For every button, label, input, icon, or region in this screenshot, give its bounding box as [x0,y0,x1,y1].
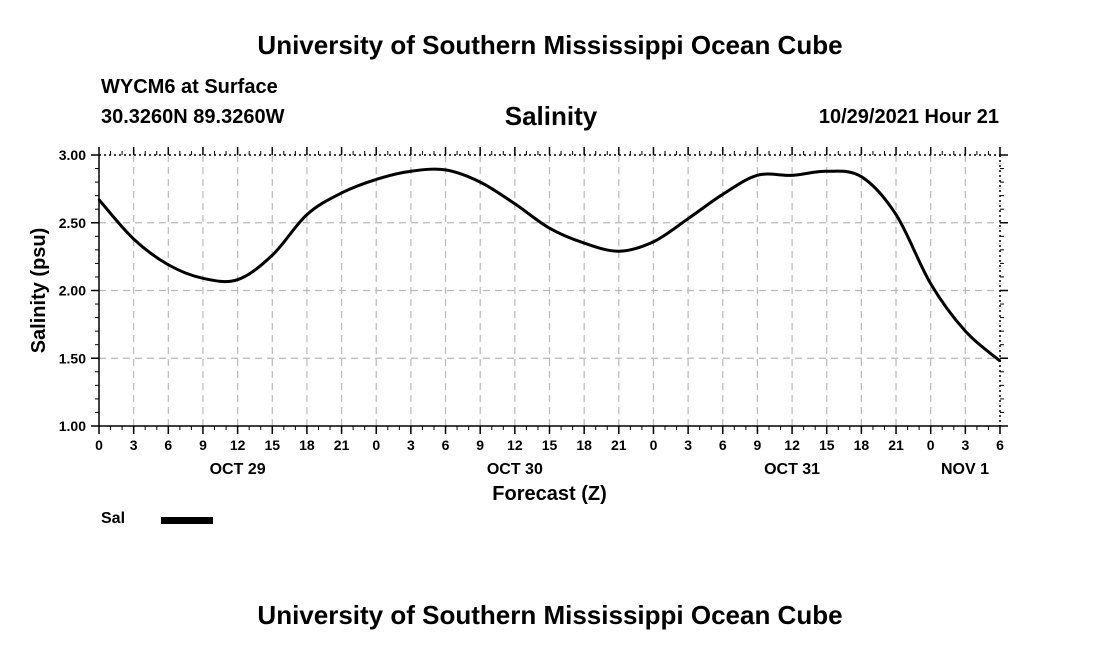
x-tick-label: 0 [372,437,380,453]
data-point [236,278,239,281]
data-point [201,277,205,280]
coordinates-label: 30.3260N 89.3260W [101,106,285,128]
y-tick-label: 2.00 [59,283,86,299]
data-point [478,180,482,184]
x-tick-label: 15 [264,437,280,453]
data-point [825,170,828,173]
axes [91,147,1008,434]
data-point [305,213,309,216]
footer-title: University of Southern Mississippi Ocean… [257,600,843,630]
data-point [860,175,863,178]
data-point [582,241,586,245]
x-tick-label: 15 [819,437,835,453]
x-tick-label: 12 [507,437,523,453]
x-tick-label: 6 [164,437,172,453]
x-tick-label: 15 [542,437,558,453]
x-tick-label: 21 [888,437,904,453]
x-tick-label: 18 [299,437,315,453]
x-tick-label: 0 [95,437,103,453]
x-tick-label: 3 [407,437,415,453]
x-tick-label: 9 [199,437,207,453]
date-label: NOV 1 [941,461,989,478]
data-point [132,237,135,241]
x-tick-label: 6 [442,437,450,453]
x-tick-label: 12 [784,437,800,453]
series-layer [97,167,1002,363]
legend-label: Sal [101,510,126,527]
x-tick-label: 18 [854,437,870,453]
data-point [513,202,517,205]
data-point [929,282,932,285]
date-label: OCT 31 [764,461,820,478]
data-point [271,254,274,257]
data-point [375,178,378,181]
data-point [97,198,101,201]
date-label: OCT 30 [487,461,543,478]
y-tick-label: 3.00 [59,147,86,163]
date-label: OCT 29 [210,461,266,478]
x-tick-label: 12 [230,437,246,453]
data-point [340,191,343,195]
x-tick-label: 21 [334,437,350,453]
y-tick-label: 1.00 [59,418,86,434]
data-point [617,250,621,253]
data-point [756,174,759,177]
y-tick-label: 1.50 [59,350,86,366]
x-tick-label: 6 [719,437,727,453]
data-point [652,240,655,243]
x-tick-label: 0 [927,437,935,453]
x-tick-label: 3 [130,437,138,453]
chart-title: Salinity [504,101,598,131]
data-point [964,329,967,333]
x-tick-label: 18 [576,437,592,453]
y-tick-label: 2.50 [59,215,86,231]
data-point [998,359,1002,363]
x-tick-label: 21 [611,437,627,453]
run-time-label: 10/29/2021 Hour 21 [818,106,999,128]
data-point [548,226,551,230]
data-point [409,170,413,173]
legend-line-swatch [161,517,213,524]
labels: 1.00 1.50 2.00 2.50 3.00 0 3 6 9 12 15 18 21 0 3 6 9 12 15… [28,147,1004,505]
x-tick-label: 3 [684,437,692,453]
x-tick-label: 6 [996,437,1004,453]
x-tick-label: 0 [650,437,658,453]
data-point [444,168,447,172]
data-point [167,263,170,266]
data-point [894,213,898,216]
x-tick-label: 9 [476,437,484,453]
y-axis-title: Salinity (psu) [28,228,50,354]
x-tick-label: 3 [961,437,969,453]
data-point [686,217,690,220]
main-title: University of Southern Mississippi Ocean… [257,30,843,60]
grid [99,155,1000,426]
x-tick-label: 9 [754,437,762,453]
data-point [790,174,794,177]
station-label: WYCM6 at Surface [101,76,278,98]
x-axis-title: Forecast (Z) [492,483,606,505]
data-point [721,193,724,196]
